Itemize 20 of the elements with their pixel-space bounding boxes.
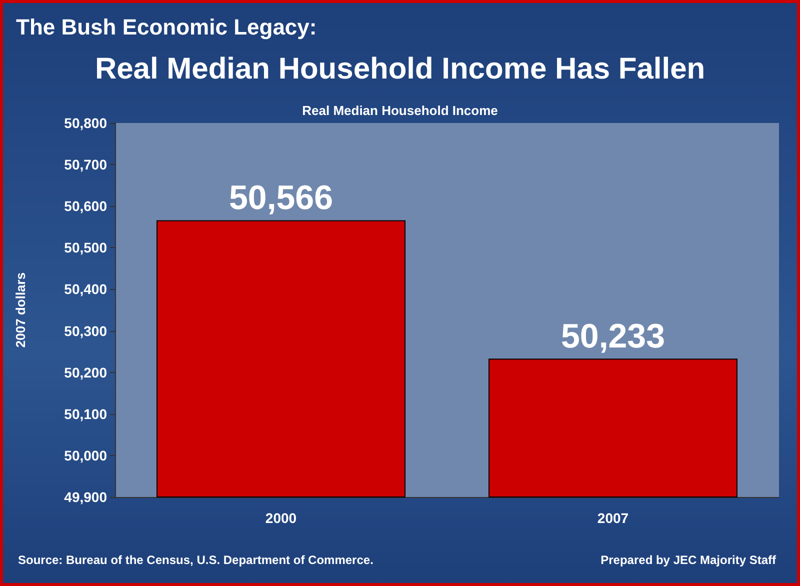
y-tick-label: 50,200	[64, 364, 108, 380]
data-label: 50,566	[229, 179, 333, 218]
chart-title: The Bush Economic Legacy:	[16, 14, 317, 40]
text: Prepared by JEC Majority Staff	[600, 553, 778, 567]
y-tick-label: 50,300	[64, 322, 108, 339]
y-axis-title: 2007 dollars	[13, 272, 28, 348]
y-tick-label: 50,400	[64, 281, 108, 298]
y-tick-label: 50,800	[64, 115, 108, 131]
x-tick-label: 2000	[265, 510, 297, 526]
y-tick-label: 50,000	[64, 447, 108, 464]
x-tick-label: 2007	[597, 510, 629, 526]
chart-subtitle: Real Median Household Income Has Fallen	[94, 52, 706, 86]
source-note: Source: Bureau of the Census, U.S. Department of Commerce.	[18, 553, 374, 567]
y-tick-label: 50,600	[64, 198, 108, 214]
data-label: 50,233	[561, 318, 665, 356]
y-tick-label: 49,900	[64, 489, 108, 505]
y-tick-label: 50,700	[64, 156, 108, 173]
text: Real Median Household Income	[302, 103, 498, 118]
y-tick-label: 50,500	[64, 240, 108, 256]
y-tick-label: 50,100	[64, 406, 108, 422]
